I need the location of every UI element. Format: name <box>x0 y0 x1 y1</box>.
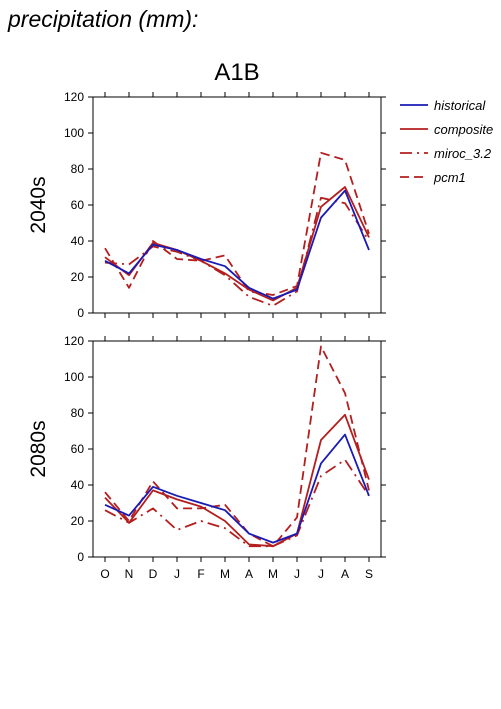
series-line-composite <box>104 186 370 302</box>
chart-title: A1B <box>214 59 259 86</box>
series-line-historical <box>104 189 370 300</box>
x-tick-label: D <box>149 567 158 581</box>
x-tick-label: A <box>341 567 349 581</box>
legend-label: historical <box>434 98 486 113</box>
series-line-miroc-3-2 <box>104 458 370 548</box>
y-tick-label: 20 <box>71 514 85 528</box>
panel-2040s: 0 20 40 60 80 100 120 2040s <box>27 90 386 320</box>
series-line-pcm1 <box>104 345 370 548</box>
legend-label: composite <box>434 122 493 137</box>
y-tick-label: 0 <box>77 306 84 320</box>
x-tick-label: M <box>220 567 230 581</box>
x-tick-label: O <box>100 567 109 581</box>
series-line-composite <box>104 413 370 548</box>
y-tick-label: 80 <box>71 162 85 176</box>
series-line-historical <box>104 433 370 544</box>
y-tick-label: 100 <box>64 370 84 384</box>
y-tick-label: 120 <box>64 334 84 348</box>
x-tick-label: N <box>125 567 134 581</box>
x-tick-label: A <box>245 567 253 581</box>
legend: historical composite miroc_3.2 pcm1 <box>400 98 493 185</box>
panel-label: 2040s <box>27 176 50 233</box>
y-tick-label: 40 <box>71 234 85 248</box>
legend-label: miroc_3.2 <box>434 146 492 161</box>
panel-label: 2080s <box>27 420 50 477</box>
series-line-miroc-3-2 <box>104 196 370 307</box>
x-tick-label: F <box>197 567 204 581</box>
x-tick-label: J <box>174 567 180 581</box>
y-tick-label: 0 <box>77 550 84 564</box>
x-tick-label: J <box>294 567 300 581</box>
x-tick-label: M <box>268 567 278 581</box>
y-tick-label: 20 <box>71 270 85 284</box>
legend-label: pcm1 <box>433 170 466 185</box>
y-tick-label: 40 <box>71 478 85 492</box>
panel-2080s: 0 20 40 60 80 100 120 2080s <box>27 334 386 564</box>
y-tick-label: 100 <box>64 126 84 140</box>
series-line-pcm1 <box>104 151 370 296</box>
y-tick-label: 80 <box>71 406 85 420</box>
y-tick-label: 120 <box>64 90 84 104</box>
y-tick-label: 60 <box>71 198 85 212</box>
plot-frame <box>92 340 382 558</box>
figure-title: precipitation (mm): <box>8 6 199 32</box>
x-tick-label: J <box>318 567 324 581</box>
x-tick-label: S <box>365 567 373 581</box>
y-tick-label: 60 <box>71 442 85 456</box>
